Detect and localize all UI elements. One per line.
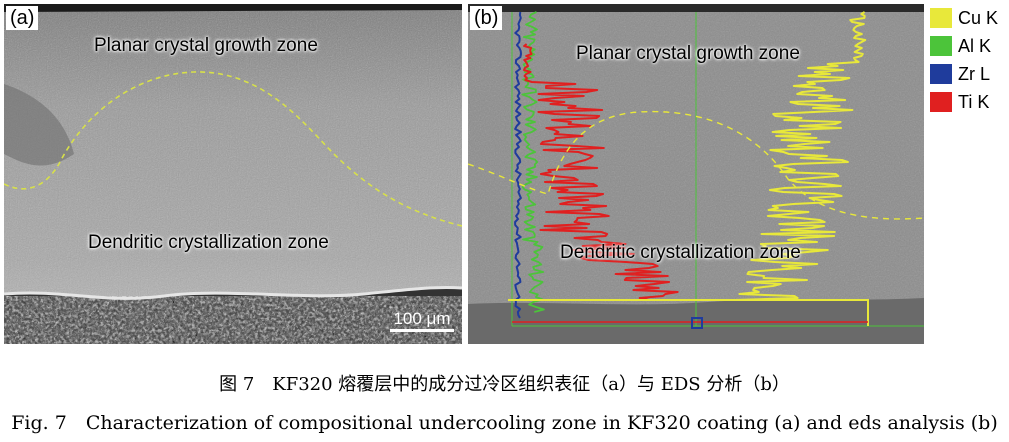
scale-bar: 100 μm <box>390 310 454 332</box>
eds-linescan-panel-b: (b) Planar crystal growth zone Dendritic… <box>468 4 924 344</box>
legend-swatch-ti <box>930 92 952 112</box>
figure-caption-english: Fig. 7 Characterization of compositional… <box>11 412 998 434</box>
sem-micrograph-image <box>4 4 462 344</box>
legend-swatch-zr <box>930 64 952 84</box>
legend-swatch-al <box>930 36 952 56</box>
scale-bar-line <box>390 329 454 332</box>
planar-zone-label-a: Planar crystal growth zone <box>94 35 318 56</box>
legend-item-cu: Cu K <box>930 4 1008 32</box>
figure-caption-chinese: 图 7 KF320 熔覆层中的成分过冷区组织表征（a）与 EDS 分析（b） <box>219 374 790 395</box>
dendritic-zone-label-a: Dendritic crystallization zone <box>88 232 329 253</box>
planar-zone-label-b: Planar crystal growth zone <box>576 43 800 64</box>
legend-item-ti: Ti K <box>930 88 1008 116</box>
al-k-trace <box>521 11 545 313</box>
legend-label-al: Al K <box>958 35 992 56</box>
eds-legend: Cu K Al K Zr L Ti K <box>930 4 1008 116</box>
panel-b-tag: (b) <box>470 6 503 30</box>
legend-label-ti: Ti K <box>958 91 990 112</box>
ti-k-trace <box>523 43 679 301</box>
cu-k-trace <box>735 11 867 301</box>
legend-label-cu: Cu K <box>958 7 999 28</box>
zr-l-trace <box>514 11 522 319</box>
sem-micrograph-panel-a: (a) Planar crystal growth zone Dendritic… <box>4 4 462 344</box>
legend-label-zr: Zr L <box>958 63 991 84</box>
scale-bar-label: 100 μm <box>393 309 451 328</box>
panel-a-tag: (a) <box>6 6 39 30</box>
legend-swatch-cu <box>930 8 952 28</box>
legend-item-zr: Zr L <box>930 60 1008 88</box>
legend-item-al: Al K <box>930 32 1008 60</box>
eds-linescan-image <box>468 4 924 344</box>
dendritic-zone-label-b: Dendritic crystallization zone <box>560 242 801 263</box>
